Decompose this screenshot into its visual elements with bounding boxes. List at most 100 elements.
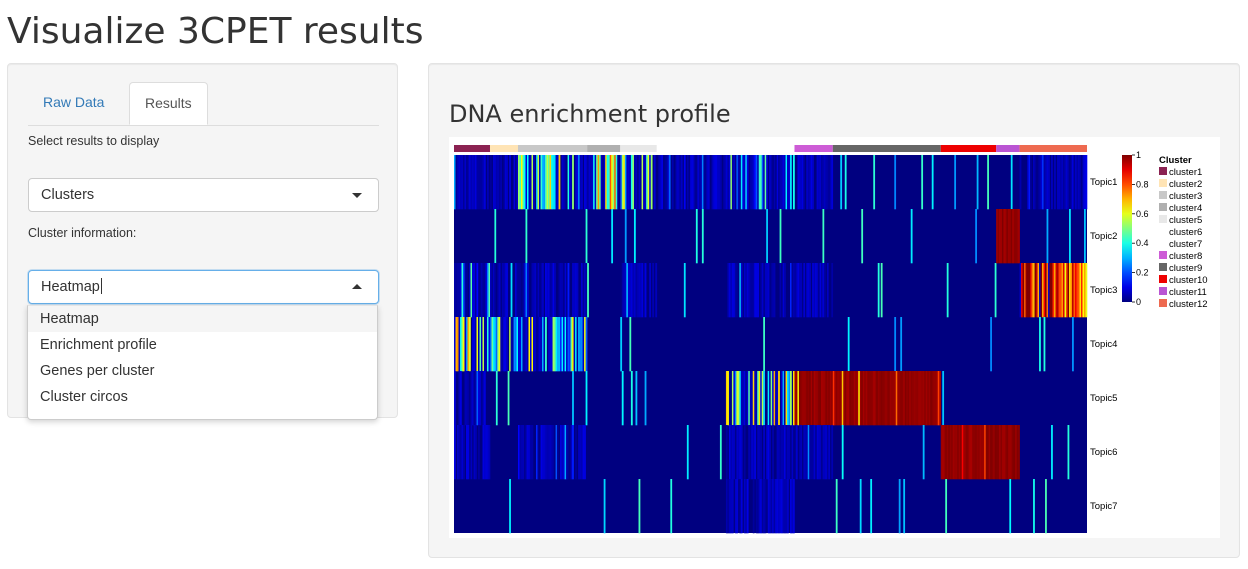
heatmap-cell	[769, 155, 771, 210]
heatmap-cell	[775, 371, 777, 426]
heatmap-cell	[994, 425, 997, 480]
heatmap-cell	[1012, 209, 1015, 264]
heatmap-cell	[557, 317, 559, 372]
heatmap-cell	[1058, 263, 1061, 318]
option-enrichment-profile[interactable]: Enrichment profile	[40, 337, 157, 353]
heatmap-cell	[1048, 155, 1050, 210]
heatmap-cell	[1010, 155, 1013, 210]
tab-results[interactable]: Results	[129, 82, 208, 125]
heatmap-cell	[485, 317, 488, 372]
heatmap-cell	[1002, 209, 1004, 264]
tab-raw-data[interactable]: Raw Data	[43, 94, 105, 110]
heatmap-cell	[837, 371, 840, 426]
heatmap-cell	[798, 371, 801, 426]
heatmap-cell	[818, 425, 820, 480]
heatmap-cell	[758, 425, 761, 480]
heatmap-cell	[779, 425, 782, 480]
heatmap-cell	[530, 317, 532, 372]
heatmap-cell	[990, 317, 992, 372]
heatmap-cell	[600, 155, 603, 210]
heatmap-cell	[510, 317, 513, 372]
heatmap-cell	[1012, 425, 1015, 480]
heatmap-cell	[638, 155, 641, 210]
heatmap-cell	[1060, 155, 1062, 210]
heatmap-cell	[870, 479, 873, 534]
heatmap-cell	[997, 425, 1000, 480]
heatmap-cell	[520, 317, 523, 372]
heatmap-cell	[1030, 155, 1032, 210]
heatmap-cell	[1045, 263, 1047, 318]
heatmap-cell	[797, 155, 800, 210]
heatmap-cell	[736, 263, 739, 318]
heatmap-cell	[794, 425, 797, 480]
heatmap-cell	[488, 263, 491, 318]
heatmap-cell	[1034, 155, 1037, 210]
heatmap-cell	[464, 317, 467, 372]
heatmap-cell	[546, 425, 549, 480]
heatmap-cell	[822, 425, 825, 480]
option-genes-per-cluster[interactable]: Genes per cluster	[40, 363, 155, 379]
heatmap-cell	[1039, 155, 1041, 210]
heatmap-cell	[483, 371, 486, 426]
heatmap-cell	[769, 479, 771, 534]
heatmap-cell	[1066, 155, 1068, 210]
heatmap-cell	[485, 263, 488, 318]
heatmap-cell	[482, 155, 485, 210]
heatmap-cell	[630, 155, 633, 210]
heatmap-cell	[503, 263, 506, 318]
heatmap-cell	[1073, 155, 1076, 210]
heatmap-cell	[561, 263, 564, 318]
heatmap-cell	[761, 263, 764, 318]
heatmap-cell	[778, 425, 780, 480]
heatmap-cell	[606, 155, 609, 210]
heatmap-cell	[548, 317, 550, 372]
heatmap-cell	[637, 263, 639, 318]
heatmap-cell	[572, 155, 574, 210]
heatmap-cell	[897, 371, 900, 426]
heatmap-cell	[730, 263, 733, 318]
heatmap-cell	[793, 263, 795, 318]
heatmap-cell	[578, 425, 580, 480]
heatmap-cell	[552, 155, 555, 210]
cluster-select-input[interactable]: Heatmap	[28, 270, 379, 304]
heatmap-cell	[996, 209, 998, 264]
heatmap-svg: Topic1 Topic2 Topic3 Topic4 Topic5 Topic6 Topi…	[454, 145, 1208, 534]
heatmap-cell	[740, 479, 743, 534]
heatmap-cell	[534, 263, 537, 318]
heatmap-cell	[454, 425, 456, 480]
option-cluster-circos[interactable]: Cluster circos	[40, 389, 128, 405]
heatmap-cell	[1061, 155, 1064, 210]
heatmap-cell	[486, 263, 489, 318]
heatmap-cell	[894, 371, 897, 426]
heatmap-cell	[853, 371, 856, 426]
heatmap-cell	[454, 263, 456, 318]
heatmap-cell	[737, 371, 740, 426]
heatmap-cell	[1034, 263, 1037, 318]
heatmap-cell	[545, 425, 547, 480]
heatmap-cell	[1045, 479, 1047, 534]
heatmap-cell	[755, 371, 758, 426]
text-cursor	[100, 278, 102, 294]
heatmap-cell	[470, 155, 473, 210]
heatmap-cell	[525, 263, 528, 318]
heatmap-cell	[630, 371, 633, 426]
heatmap-cell	[522, 317, 525, 372]
heatmap-cell	[761, 479, 764, 534]
results-select[interactable]: Clusters	[28, 178, 379, 212]
option-heatmap[interactable]: Heatmap	[28, 306, 377, 332]
heatmap-cell	[969, 425, 971, 480]
heatmap-cell	[760, 263, 763, 318]
cluster-select-value: Heatmap	[41, 279, 100, 295]
heatmap-cell	[528, 425, 531, 480]
heatmap-cell	[1069, 209, 1071, 264]
heatmap-cell	[891, 371, 894, 426]
heatmap-cell	[1016, 209, 1019, 264]
heatmap-cell	[754, 425, 757, 480]
heatmap-cell	[773, 371, 776, 426]
heatmap-cell	[627, 155, 630, 210]
heatmap-cell	[536, 425, 538, 480]
heatmap-cell	[1022, 263, 1025, 318]
heatmap-cell	[970, 425, 973, 480]
heatmap-cell	[525, 209, 528, 264]
heatmap-cell	[695, 155, 698, 210]
